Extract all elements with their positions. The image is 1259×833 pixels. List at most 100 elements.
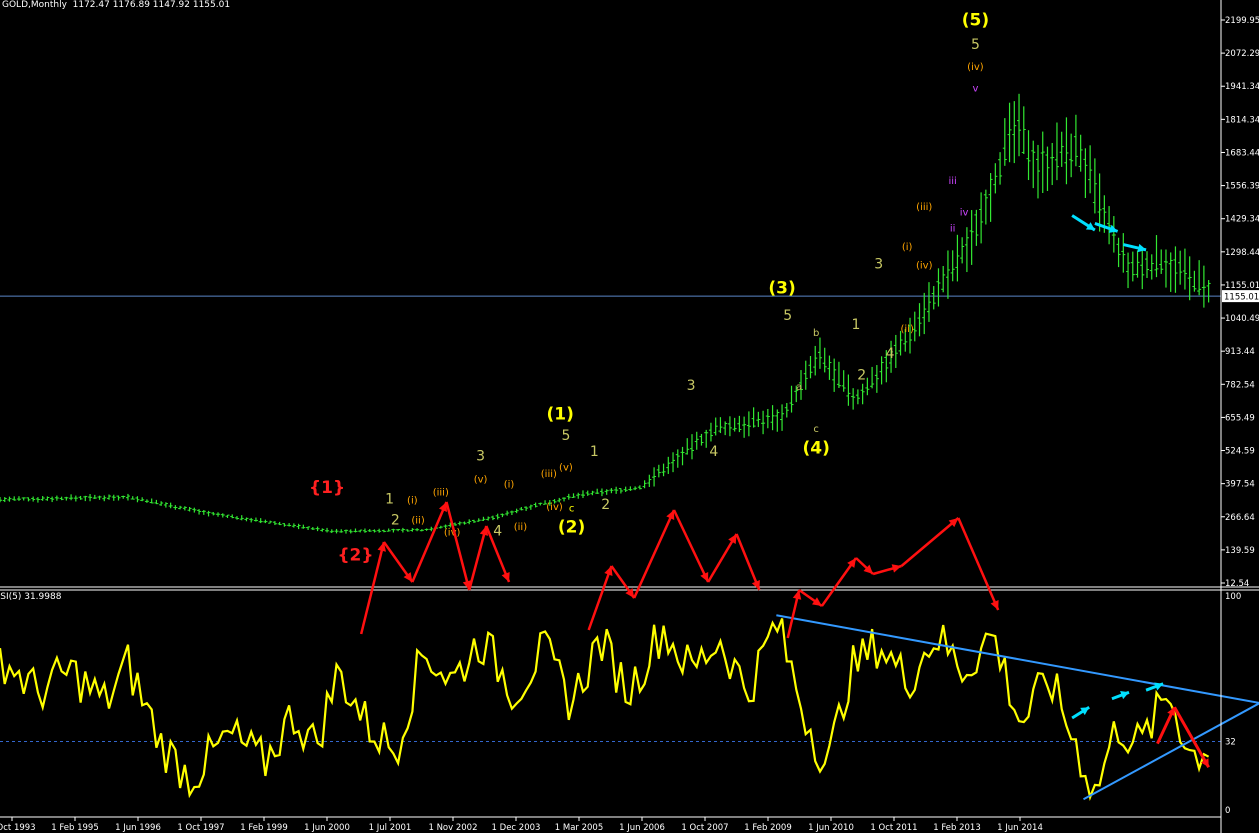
- price-bar: [362, 528, 367, 533]
- red-zigzag-arrow: [587, 509, 761, 631]
- wave-label: a: [796, 382, 802, 393]
- price-bar: [505, 510, 510, 516]
- wave-label: (iii): [916, 202, 932, 213]
- price-bar: [756, 411, 761, 428]
- wave-label: 4: [709, 444, 718, 460]
- rsi-tick-label: 32: [1225, 738, 1236, 748]
- price-bar: [922, 292, 927, 335]
- wave-label: (i): [407, 496, 418, 507]
- price-bar: [225, 514, 230, 519]
- price-bar: [1121, 233, 1126, 273]
- price-bar: [656, 464, 661, 478]
- price-bar: [381, 529, 386, 533]
- price-bar: [21, 497, 26, 501]
- price-bar: [396, 528, 401, 532]
- wave-label: (1): [547, 405, 574, 425]
- price-bar: [419, 529, 424, 532]
- price-bar: [964, 227, 969, 273]
- price-bar: [855, 389, 860, 405]
- price-bar: [291, 523, 296, 528]
- price-bar: [26, 497, 31, 502]
- wave-label: (2): [558, 518, 585, 538]
- price-bar: [1088, 145, 1093, 194]
- price-bar: [794, 385, 799, 403]
- price-bar: [31, 496, 36, 502]
- price-bar: [476, 518, 481, 522]
- price-bar: [955, 234, 960, 282]
- price-bar: [92, 494, 97, 499]
- price-bar: [580, 490, 585, 499]
- price-bar: [765, 408, 770, 429]
- price-bar: [263, 519, 268, 524]
- price-bar: [400, 527, 405, 533]
- time-tick-label: 1 Jun 2000: [304, 823, 350, 833]
- price-tick-label: 1941.34: [1225, 82, 1259, 92]
- price-bar: [528, 504, 533, 510]
- price-bar: [694, 431, 699, 450]
- price-bar: [718, 417, 723, 434]
- wave-label: (3): [768, 278, 795, 298]
- price-bar: [16, 496, 21, 501]
- price-tick-label: 782.54: [1225, 380, 1255, 390]
- price-bar: [637, 485, 642, 490]
- price-tick-label: 1429.34: [1225, 215, 1259, 225]
- wave-label: 1: [852, 317, 861, 333]
- wave-label: (i): [504, 480, 515, 491]
- price-bar: [386, 528, 391, 532]
- price-bar: [851, 388, 856, 410]
- price-bar: [1154, 235, 1159, 278]
- price-bar: [1107, 206, 1112, 245]
- price-bar: [775, 409, 780, 432]
- wave-label: 5: [971, 37, 980, 53]
- time-tick-label: 1 Jun 2014: [997, 823, 1043, 833]
- time-tick-label: 1 Jun 2010: [808, 823, 854, 833]
- price-bar: [931, 286, 936, 310]
- price-bar: [671, 452, 676, 473]
- price-tick-label: 2199.95: [1225, 16, 1259, 26]
- price-bar: [277, 521, 282, 526]
- price-bar: [822, 347, 827, 373]
- red-zigzag-arrow: [786, 517, 1000, 639]
- wave-label: (v): [474, 474, 488, 485]
- price-bar: [125, 493, 130, 501]
- price-bar: [306, 526, 311, 530]
- price-bar: [339, 529, 344, 533]
- price-bar: [182, 506, 187, 511]
- price-bar: [742, 416, 747, 438]
- price-bar: [1073, 114, 1078, 167]
- price-bar: [315, 526, 320, 532]
- price-bar: [206, 510, 211, 517]
- price-bar: [813, 345, 818, 376]
- price-bar: [713, 417, 718, 436]
- price-bar: [1182, 248, 1187, 290]
- price-bar: [334, 528, 339, 534]
- price-bar: [780, 404, 785, 431]
- price-bar: [576, 492, 581, 499]
- price-bar: [841, 370, 846, 392]
- price-bar: [438, 525, 443, 529]
- price-bar: [486, 516, 491, 521]
- price-bar: [244, 517, 249, 522]
- time-tick-label: 1 Mar 2005: [555, 823, 603, 833]
- wave-label: c: [813, 424, 819, 435]
- current-price-label: 1155.01: [1224, 293, 1259, 303]
- price-bar: [751, 407, 756, 428]
- price-bar: [799, 370, 804, 400]
- price-bar: [898, 330, 903, 356]
- price-bar: [0, 497, 2, 503]
- price-bar: [865, 377, 870, 396]
- time-tick-label: 1 Oct 2011: [870, 823, 917, 833]
- price-bar: [969, 210, 974, 265]
- wave-label: (i): [902, 242, 913, 253]
- price-bar: [533, 502, 538, 508]
- price-bar: [1140, 246, 1145, 290]
- price-bar: [1163, 249, 1168, 288]
- price-bar: [761, 410, 766, 435]
- price-bar: [562, 497, 567, 502]
- price-bar: [73, 495, 78, 502]
- price-bar: [391, 528, 396, 533]
- time-tick-label: 1 Oct 2007: [681, 823, 728, 833]
- price-bar: [519, 507, 524, 511]
- cyan-rsi-arrow: [1111, 690, 1130, 701]
